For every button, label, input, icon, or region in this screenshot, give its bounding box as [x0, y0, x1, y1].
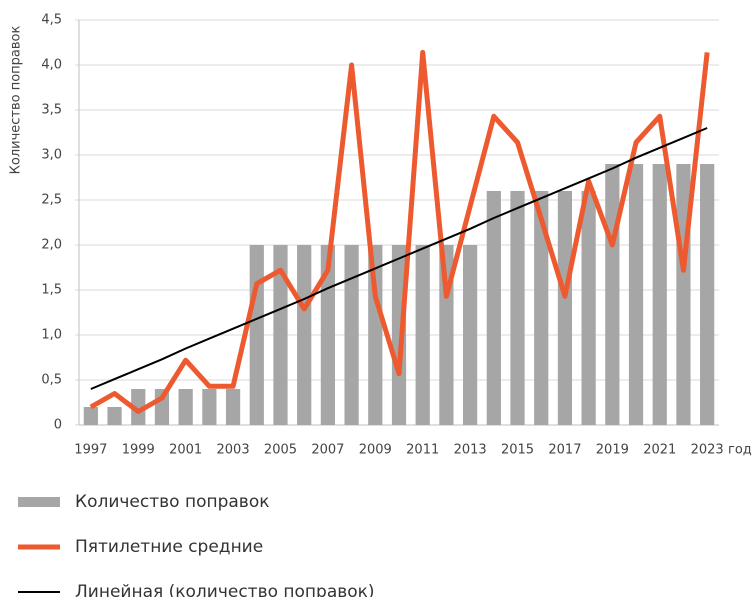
bar	[463, 245, 478, 425]
y-tick-label: 1,0	[41, 328, 62, 343]
bar	[83, 407, 98, 425]
bar	[368, 245, 383, 425]
bar	[605, 164, 620, 425]
x-axis-label: год	[728, 443, 752, 458]
y-tick-label: 0,5	[41, 373, 62, 388]
x-tick-label: 2017	[548, 443, 581, 458]
bar	[510, 191, 525, 425]
bar	[297, 245, 312, 425]
bar	[249, 245, 264, 425]
bar	[273, 245, 288, 425]
bar	[391, 245, 407, 425]
x-tick-label: 2011	[406, 443, 439, 458]
bar	[557, 191, 573, 425]
bar	[107, 407, 122, 425]
bar	[628, 164, 644, 425]
bar	[131, 389, 146, 425]
bar	[415, 245, 430, 425]
x-tick-label: 2005	[264, 443, 297, 458]
bar	[700, 164, 715, 425]
legend-label: Количество поправок	[75, 492, 270, 512]
x-tick-label: 2001	[169, 443, 202, 458]
y-tick-label: 2,0	[41, 238, 62, 253]
x-tick-label: 2015	[501, 443, 534, 458]
x-tick-label: 2003	[217, 443, 250, 458]
bar	[534, 191, 549, 425]
bar	[178, 389, 193, 425]
bar	[344, 245, 359, 425]
line	[89, 49, 710, 414]
bar	[652, 164, 667, 425]
x-tick-label: 2007	[311, 443, 344, 458]
x-tick-label: 2019	[596, 443, 629, 458]
x-tick-label: 2023	[691, 443, 724, 458]
x-tick-label: 2009	[359, 443, 392, 458]
y-tick-label: 1,5	[41, 283, 62, 298]
y-axis-label: Количество поправок	[9, 25, 24, 174]
bar	[486, 191, 501, 425]
bar	[225, 389, 241, 425]
legend-label: Пятилетние средние	[75, 537, 263, 557]
y-tick-label: 2,5	[41, 193, 62, 208]
y-tick-label: 3,0	[41, 148, 62, 163]
legend-label: Линейная (количество поправок)	[75, 582, 375, 597]
x-tick-label: 1997	[74, 443, 107, 458]
bar	[202, 389, 217, 425]
y-tick-label: 4,0	[41, 58, 62, 73]
y-tick-label: 4,5	[41, 13, 62, 28]
y-tick-label: 0	[54, 418, 62, 433]
x-tick-label: 2013	[454, 443, 487, 458]
x-tick-label: 1999	[122, 443, 155, 458]
line	[90, 127, 708, 390]
bar	[581, 191, 596, 425]
y-tick-label: 3,5	[41, 103, 62, 118]
x-tick-label: 2021	[643, 443, 676, 458]
legend-swatch	[18, 497, 60, 507]
